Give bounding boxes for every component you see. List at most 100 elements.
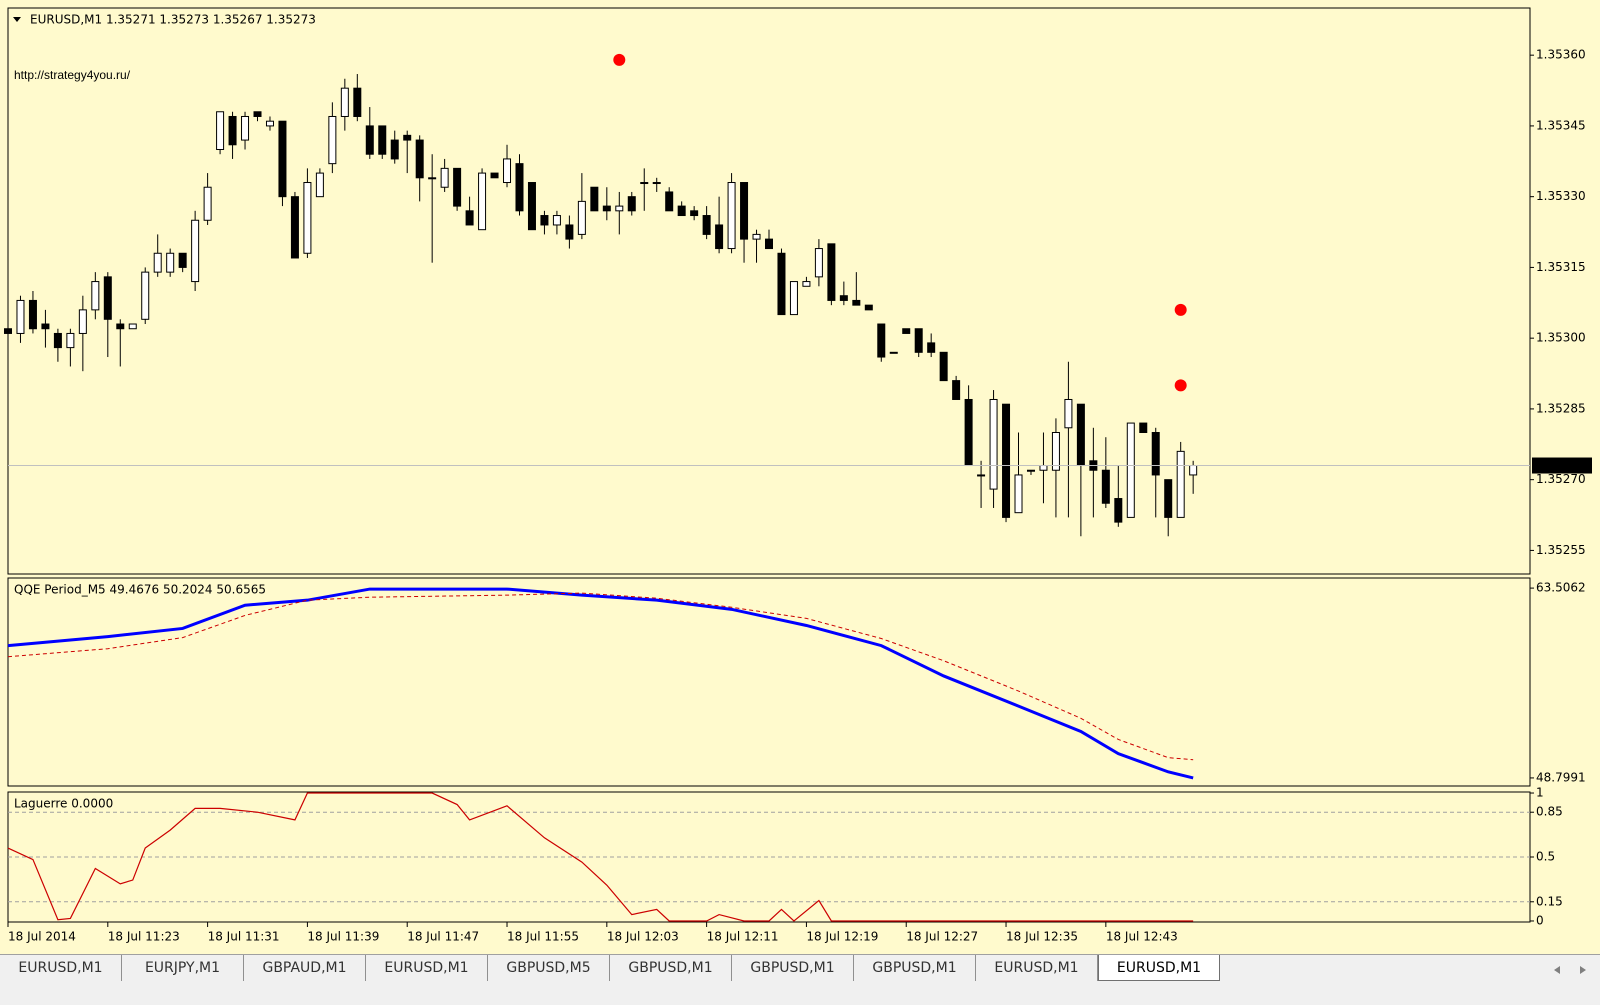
candle-body bbox=[552, 215, 561, 226]
chart-tab[interactable]: GBPUSD,M1 bbox=[854, 955, 976, 981]
tab-scroll[interactable] bbox=[1540, 960, 1600, 980]
x-tick-label: 18 Jul 11:55 bbox=[507, 930, 579, 944]
candle-body bbox=[453, 167, 462, 207]
candle-body bbox=[852, 299, 861, 306]
candle-body bbox=[640, 182, 649, 185]
candle-body bbox=[1026, 469, 1035, 472]
x-tick-label: 18 Jul 12:19 bbox=[806, 930, 878, 944]
candle-body bbox=[515, 163, 524, 212]
candle-body bbox=[141, 271, 150, 320]
signal-dot bbox=[1174, 379, 1187, 392]
chart-tab[interactable]: GBPUSD,M1 bbox=[610, 955, 732, 981]
candle-body bbox=[53, 332, 62, 349]
panel bbox=[7, 791, 1531, 923]
panel bbox=[7, 7, 1531, 575]
candle-body bbox=[116, 323, 125, 330]
x-tick-label: 18 Jul 12:43 bbox=[1106, 930, 1178, 944]
signal-dot bbox=[613, 53, 626, 66]
chart-tab[interactable]: EURUSD,M1 bbox=[0, 955, 122, 981]
candle-body bbox=[253, 111, 262, 117]
chart-tab[interactable]: EURUSD,M1 bbox=[976, 955, 1098, 981]
y-tick-label: 1.35270 bbox=[1536, 472, 1586, 486]
candle-body bbox=[340, 87, 349, 117]
candle-body bbox=[939, 351, 948, 382]
candle-body bbox=[590, 186, 599, 212]
candle-body bbox=[1189, 465, 1198, 476]
indicator-line bbox=[7, 792, 1194, 922]
chart-tab[interactable]: GBPAUD,M1 bbox=[244, 955, 366, 981]
candle-body bbox=[278, 120, 287, 198]
candle-body bbox=[403, 134, 412, 141]
y-tick-label: 1.35255 bbox=[1536, 543, 1586, 557]
y-tick-label: 0 bbox=[1536, 913, 1544, 927]
chart-tab[interactable]: EURJPY,M1 bbox=[122, 955, 244, 981]
candle-body bbox=[715, 224, 724, 250]
candle-body bbox=[178, 252, 187, 268]
candle-body bbox=[527, 182, 536, 231]
candle-body bbox=[103, 276, 112, 320]
candle-body bbox=[328, 115, 337, 165]
x-tick-label: 18 Jul 11:47 bbox=[407, 930, 479, 944]
y-tick-label: 1.35315 bbox=[1536, 260, 1586, 274]
candle-body bbox=[465, 210, 474, 226]
chart-tab[interactable]: EURUSD,M1 bbox=[366, 955, 488, 981]
panel-title: Laguerre 0.0000 bbox=[14, 797, 113, 811]
y-tick-label: 1.35330 bbox=[1536, 189, 1586, 203]
candle-body bbox=[303, 182, 312, 254]
y-tick-label: 1.35345 bbox=[1536, 118, 1586, 132]
candle-body bbox=[128, 323, 137, 330]
candle-body bbox=[490, 172, 499, 179]
candle-body bbox=[353, 87, 362, 117]
candle-body bbox=[814, 248, 823, 278]
x-tick-label: 18 Jul 12:27 bbox=[906, 930, 978, 944]
panel-title: EURUSD,M1 1.35271 1.35273 1.35267 1.3527… bbox=[30, 13, 316, 27]
candle-body bbox=[1002, 403, 1011, 518]
candle-body bbox=[66, 332, 75, 349]
candle-body bbox=[390, 139, 399, 160]
candle-body bbox=[41, 323, 50, 330]
signal-dot bbox=[1174, 303, 1187, 316]
y-tick-label: 1.35360 bbox=[1536, 48, 1586, 62]
candle-body bbox=[627, 196, 636, 212]
chart-tab[interactable]: GBPUSD,M1 bbox=[732, 955, 854, 981]
candle-body bbox=[690, 210, 699, 217]
candle-body bbox=[702, 215, 711, 235]
candle-body bbox=[1014, 474, 1023, 514]
candle-body bbox=[964, 398, 973, 467]
y-tick-label: 0.5 bbox=[1536, 850, 1555, 864]
candle-body bbox=[952, 380, 961, 400]
y-tick-label: 63.5062 bbox=[1536, 581, 1586, 595]
scroll-left[interactable] bbox=[1554, 966, 1560, 974]
scroll-right[interactable] bbox=[1580, 966, 1586, 974]
annotation-link: http://strategy4you.ru/ bbox=[14, 68, 131, 82]
candle-body bbox=[378, 125, 387, 155]
candle-body bbox=[241, 115, 250, 141]
candle-body bbox=[565, 224, 574, 240]
tab-bar: EURUSD,M1 EURJPY,M1 GBPAUD,M1 EURUSD,M1 GBPU… bbox=[0, 954, 1600, 1005]
candle-body bbox=[989, 398, 998, 490]
candle-body bbox=[927, 342, 936, 353]
candle-body bbox=[191, 219, 200, 283]
candle-body bbox=[615, 205, 624, 212]
candle-body bbox=[1064, 398, 1073, 429]
chart-tab[interactable]: EURUSD,M1 bbox=[1098, 955, 1220, 981]
y-tick-label: 1.35285 bbox=[1536, 401, 1586, 415]
candle-body bbox=[577, 200, 586, 235]
candle-body bbox=[665, 191, 674, 212]
candle-body bbox=[228, 115, 237, 146]
candle-body bbox=[203, 186, 212, 221]
candle-body bbox=[1176, 450, 1185, 518]
y-tick-label: 48.7991 bbox=[1536, 770, 1586, 784]
candle-body bbox=[902, 328, 911, 334]
last-price-box bbox=[1532, 457, 1592, 474]
panel bbox=[7, 577, 1531, 787]
candle-body bbox=[789, 281, 798, 316]
y-tick-label: 1 bbox=[1536, 786, 1544, 800]
candle-body bbox=[977, 474, 986, 477]
chart-tab[interactable]: GBPUSD,M5 bbox=[488, 955, 610, 981]
candle-body bbox=[265, 120, 274, 127]
candle-body bbox=[777, 252, 786, 316]
x-tick-label: 18 Jul 11:39 bbox=[307, 930, 379, 944]
candle-body bbox=[428, 177, 437, 180]
candle-body bbox=[91, 281, 100, 311]
